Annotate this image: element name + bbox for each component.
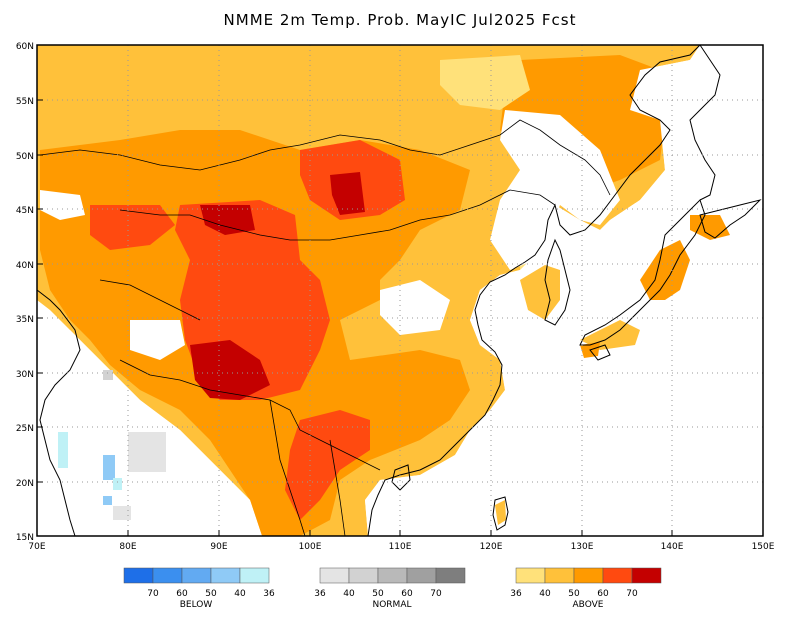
coastlines <box>36 44 762 537</box>
legend-swatch <box>573 567 604 584</box>
no-signal-qinghai <box>130 320 185 360</box>
legend-tick: 60 <box>401 589 413 599</box>
lat-label: 55N <box>16 97 34 107</box>
lon-label: 130E <box>571 542 594 552</box>
lat-label: 40N <box>16 261 34 271</box>
tick-marks <box>36 44 764 537</box>
legend-above-ticks: 36 40 50 60 70 <box>510 589 638 599</box>
legend-tick: 36 <box>263 589 275 599</box>
legend-tick: 50 <box>372 589 384 599</box>
lat-label: 20N <box>16 479 34 489</box>
above-60-south <box>285 410 370 520</box>
legend-tick: 60 <box>176 589 188 599</box>
normal-patch-2 <box>113 506 131 520</box>
lat-label: 45N <box>16 206 34 216</box>
lat-label: 60N <box>16 42 34 52</box>
legend-title-above: ABOVE <box>573 600 604 610</box>
legend-tick: 50 <box>205 589 217 599</box>
lat-label: 15N <box>16 533 34 543</box>
lat-axis-labels: 60N 55N 50N 45N 40N 35N 30N 25N 20N 15N <box>16 42 34 543</box>
legend-normal <box>319 567 466 584</box>
legend-tick: 40 <box>539 589 551 599</box>
legend-below-ticks: 70 60 50 40 36 <box>147 589 275 599</box>
legend-swatch <box>319 567 350 584</box>
legend-swatch <box>544 567 575 584</box>
lat-label: 35N <box>16 315 34 325</box>
legend-tick: 40 <box>343 589 355 599</box>
legend-swatch <box>152 567 183 584</box>
legend-titles: BELOW NORMAL ABOVE <box>180 600 604 610</box>
lat-label: 50N <box>16 152 34 162</box>
legend-title-below: BELOW <box>180 600 213 610</box>
legend-tick: 36 <box>314 589 326 599</box>
lon-label: 100E <box>299 542 322 552</box>
normal-patch-3 <box>103 370 113 380</box>
above-70-mongolia <box>330 172 365 215</box>
no-signal-northwest <box>40 190 85 220</box>
map-title: NMME 2m Temp. Prob. MayIC Jul2025 Fcst <box>223 11 577 29</box>
legend-swatch <box>181 567 212 584</box>
below-patch-2 <box>103 455 115 480</box>
legend-tick: 36 <box>510 589 522 599</box>
lat-label: 25N <box>16 424 34 434</box>
above-70-north <box>200 205 255 235</box>
below-patch-1 <box>58 432 68 468</box>
legend-swatch <box>515 567 546 584</box>
legend-title-normal: NORMAL <box>372 600 411 610</box>
no-signal-central <box>380 280 450 335</box>
legend-tick: 60 <box>597 589 609 599</box>
ocean-mask <box>365 45 763 536</box>
legend-swatch <box>377 567 408 584</box>
above-70-tibet <box>190 340 270 400</box>
lon-axis-labels: 70E 80E 90E 100E 110E 120E 130E 140E 150… <box>28 542 774 552</box>
legend-tick: 50 <box>568 589 580 599</box>
legend-tick: 40 <box>234 589 246 599</box>
lon-label: 70E <box>28 542 45 552</box>
below-patch-4 <box>103 496 112 505</box>
legend-swatch <box>406 567 437 584</box>
legend-tick: 70 <box>147 589 159 599</box>
legend-normal-ticks: 36 40 50 60 70 <box>314 589 442 599</box>
normal-patch-1 <box>128 432 166 472</box>
above-36-patch-1 <box>440 55 530 110</box>
legend-swatch <box>602 567 633 584</box>
legend-swatch <box>348 567 379 584</box>
legend-above <box>515 567 662 584</box>
below-patch-3 <box>113 478 122 490</box>
legend-tick: 70 <box>626 589 638 599</box>
lon-label: 140E <box>661 542 684 552</box>
lon-label: 90E <box>210 542 227 552</box>
lon-label: 110E <box>389 542 412 552</box>
country-borders <box>39 119 611 537</box>
lat-label: 30N <box>16 370 34 380</box>
above-60-west <box>90 205 175 250</box>
legend-swatch <box>210 567 241 584</box>
lon-label: 150E <box>752 542 775 552</box>
no-signal-east <box>490 110 620 270</box>
lon-label: 120E <box>480 542 503 552</box>
graticule <box>37 45 763 536</box>
legend-swatch <box>123 567 154 584</box>
legend-swatch <box>631 567 662 584</box>
lon-label: 80E <box>119 542 136 552</box>
legend-swatch <box>239 567 270 584</box>
japan-korea-field <box>495 215 730 525</box>
legend-swatch <box>435 567 466 584</box>
legend-tick: 70 <box>430 589 442 599</box>
legend-below <box>123 567 270 584</box>
